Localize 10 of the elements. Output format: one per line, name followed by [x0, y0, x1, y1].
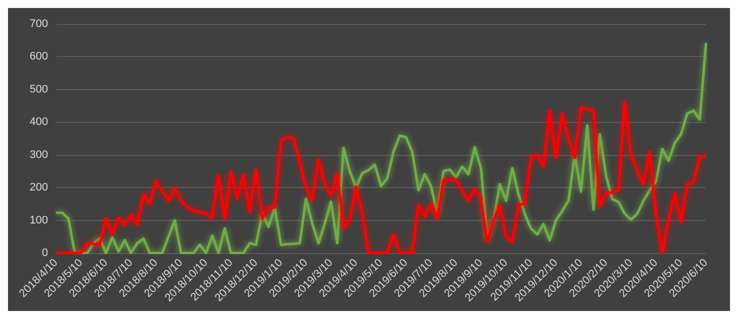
line-series [54, 100, 708, 254]
y-tick-label: 100 [30, 214, 48, 226]
line-series [54, 42, 708, 254]
y-tick-label: 0 [42, 247, 48, 259]
y-tick-label: 300 [30, 148, 48, 161]
y-tick-label: 500 [30, 83, 48, 96]
y-tick-label: 200 [30, 182, 48, 194]
y-tick-label: 700 [30, 18, 48, 30]
y-tick-label: 600 [30, 50, 48, 63]
y-tick-label: 400 [30, 116, 48, 128]
